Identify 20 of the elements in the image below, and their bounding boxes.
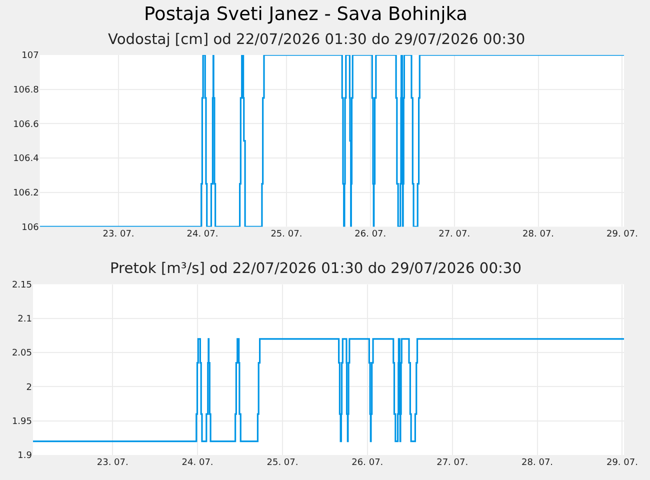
x-tick-label: 25. 07.: [266, 458, 298, 468]
y-tick-label: 1.9: [18, 451, 32, 462]
x-tick-label: 24. 07.: [182, 458, 214, 468]
y-tick-label: 106.6: [13, 120, 40, 130]
y-tick-label: 107: [22, 51, 39, 62]
y-tick-label: 2.1: [18, 314, 32, 325]
y-tick-label: 1.95: [12, 417, 32, 428]
y-tick-label: 2.05: [12, 348, 32, 359]
y-tick-label: 2.15: [12, 280, 32, 290]
chart-title: Pretok [m³/s] od 22/07/2026 01:30 do 29/07/2026 00:30: [110, 260, 522, 277]
y-tick-label: 106.4: [13, 154, 40, 164]
x-tick-label: 28. 07.: [522, 458, 554, 468]
y-tick-label: 106.2: [13, 188, 39, 199]
x-tick-label: 26. 07.: [352, 458, 384, 468]
y-tick-label: 106: [22, 222, 40, 233]
x-tick-label: 23. 07.: [96, 458, 128, 468]
y-tick-label: 2: [26, 382, 32, 393]
x-tick-label: 27. 07.: [436, 458, 468, 468]
x-tick-label: 29. 07.: [606, 458, 638, 468]
y-tick-label: 106.8: [13, 85, 40, 96]
